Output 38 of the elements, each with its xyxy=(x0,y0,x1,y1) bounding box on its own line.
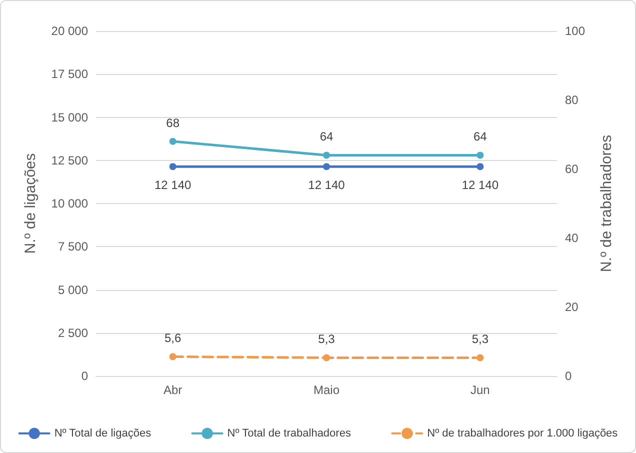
x-tick-label: Jun xyxy=(470,383,490,397)
data-label: 12 140 xyxy=(154,178,192,192)
point xyxy=(476,152,484,159)
y-tick-label: 15 000 xyxy=(51,110,88,124)
data-label: 64 xyxy=(320,130,334,144)
data-label: 5,3 xyxy=(318,332,336,346)
point xyxy=(169,353,176,360)
legend-label: Nº Total de trabalhadores xyxy=(227,427,352,440)
y-tick-label: 10 000 xyxy=(51,196,88,210)
x-tick-label: Abr xyxy=(163,383,182,397)
y2-tick-label: 20 xyxy=(565,300,579,314)
y2-tick-label: 0 xyxy=(565,369,572,383)
data-label: 68 xyxy=(166,116,180,130)
y-tick-label: 0 xyxy=(81,369,88,383)
data-label: 5,3 xyxy=(472,332,489,346)
y-tick-label: 7 500 xyxy=(58,240,88,254)
legend-label: Nº Total de ligações xyxy=(54,427,152,440)
data-label: 64 xyxy=(473,130,488,144)
point xyxy=(323,354,330,362)
data-label: 12 140 xyxy=(462,178,499,192)
y2-tick-label: 80 xyxy=(565,93,579,107)
data-label: 5,6 xyxy=(164,331,182,346)
y-tick-label: 12 500 xyxy=(51,153,88,168)
point xyxy=(476,354,484,362)
y-tick-label: 20 000 xyxy=(51,24,88,38)
y-tick-label: 5 000 xyxy=(58,282,88,297)
y2-tick-label: 40 xyxy=(565,231,579,245)
y-tick-label: 2 500 xyxy=(58,326,88,340)
y2-tick-label: 60 xyxy=(565,162,579,176)
y-tick-label: 17 500 xyxy=(51,67,88,82)
point xyxy=(323,152,330,159)
y2-axis-title: N.º de trabalhadores xyxy=(598,134,615,272)
x-tick-label: Maio xyxy=(313,383,340,397)
legend-label: Nº de trabalhadores por 1.000 ligações xyxy=(427,427,618,440)
data-label: 12 140 xyxy=(308,178,346,192)
y2-tick-label: 100 xyxy=(565,24,586,38)
point xyxy=(169,138,176,145)
y-axis-title: N.º de ligações xyxy=(22,153,39,254)
